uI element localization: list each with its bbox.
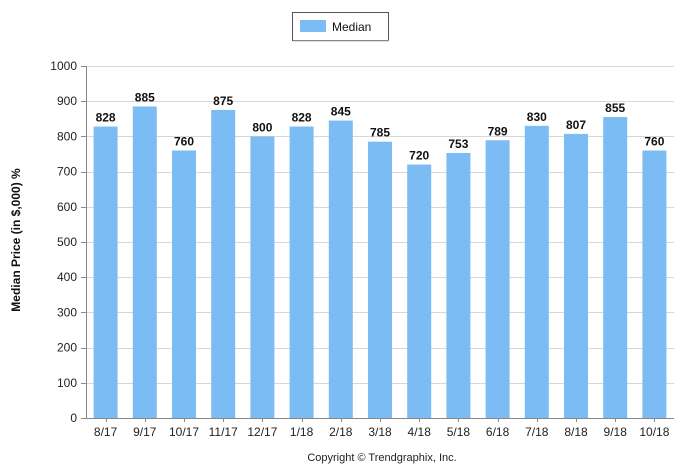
bar-value-label: 875 bbox=[213, 94, 233, 108]
bar[interactable] bbox=[368, 141, 392, 418]
bar[interactable] bbox=[446, 152, 471, 418]
x-tick-label: 7/18 bbox=[525, 425, 549, 439]
bar-value-label: 845 bbox=[331, 105, 351, 119]
y-tick-label: 900 bbox=[57, 94, 77, 108]
y-tick-label: 100 bbox=[57, 376, 77, 390]
y-tick-label: 300 bbox=[57, 305, 77, 319]
bar-value-label: 885 bbox=[135, 90, 155, 104]
x-tick-label: 11/17 bbox=[209, 425, 238, 439]
bar-value-label: 800 bbox=[252, 120, 272, 134]
bar[interactable] bbox=[132, 106, 157, 418]
legend-swatch bbox=[300, 20, 326, 32]
x-tick-label: 8/17 bbox=[94, 425, 118, 439]
bar-value-label: 830 bbox=[527, 110, 547, 124]
legend[interactable]: Median bbox=[292, 12, 390, 42]
bar-value-label: 760 bbox=[644, 134, 664, 148]
bar[interactable] bbox=[250, 136, 275, 418]
legend-label: Median bbox=[332, 20, 371, 34]
bar-value-label: 807 bbox=[566, 118, 586, 132]
y-tick-label: 1000 bbox=[50, 59, 77, 73]
y-tick-label: 0 bbox=[70, 411, 77, 425]
x-tick-label: 2/18 bbox=[329, 425, 353, 439]
bar[interactable] bbox=[93, 126, 118, 418]
axes bbox=[81, 66, 674, 422]
x-tick-label: 8/18 bbox=[564, 425, 588, 439]
copyright-text: Copyright © Trendgraphix, Inc. bbox=[307, 452, 456, 464]
bar-value-labels: 828 885 760 875 800 828 845 785 720 753 789 830 807 8… bbox=[96, 90, 665, 162]
bar-value-label: 855 bbox=[605, 101, 625, 115]
y-tick-label: 500 bbox=[57, 235, 77, 249]
y-tick-label: 400 bbox=[57, 270, 77, 284]
y-axis-title: Median Price (in $,000) % bbox=[9, 168, 23, 312]
x-tick-label: 12/17 bbox=[247, 425, 277, 439]
y-tick-label: 700 bbox=[57, 165, 77, 179]
bar[interactable] bbox=[524, 125, 549, 418]
bar[interactable] bbox=[328, 120, 353, 418]
x-tick-label: 4/18 bbox=[408, 425, 432, 439]
x-tick-label: 6/18 bbox=[486, 425, 510, 439]
bar-value-label: 828 bbox=[292, 111, 312, 125]
bar-value-label: 828 bbox=[96, 111, 116, 125]
y-axis-tick-labels: 0 100 200 300 400 500 600 700 800 900 1000 bbox=[50, 59, 77, 425]
x-tick-label: 10/18 bbox=[639, 425, 669, 439]
bar-value-label: 720 bbox=[409, 149, 429, 163]
x-tick-label: 9/18 bbox=[604, 425, 628, 439]
bar[interactable] bbox=[211, 110, 236, 418]
bar-value-label: 753 bbox=[448, 137, 468, 151]
x-tick-label: 9/17 bbox=[133, 425, 157, 439]
y-tick-label: 600 bbox=[57, 200, 77, 214]
bar[interactable] bbox=[564, 133, 588, 418]
bars bbox=[93, 106, 667, 419]
bar[interactable] bbox=[407, 164, 432, 418]
x-tick-label: 3/18 bbox=[368, 425, 392, 439]
x-tick-label: 5/18 bbox=[447, 425, 471, 439]
bar[interactable] bbox=[172, 150, 196, 419]
x-tick-label: 10/17 bbox=[169, 425, 199, 439]
bar[interactable] bbox=[485, 140, 510, 418]
y-tick-label: 200 bbox=[57, 341, 77, 355]
x-axis-tick-labels: 8/17 9/17 10/17 11/17 12/17 1/18 2/18 3/18 4/18 5… bbox=[94, 425, 670, 439]
bar[interactable] bbox=[642, 150, 667, 419]
bar-value-label: 789 bbox=[488, 124, 508, 138]
bar-value-label: 785 bbox=[370, 126, 390, 140]
bar[interactable] bbox=[289, 126, 314, 418]
x-tick-label: 1/18 bbox=[290, 425, 314, 439]
bar-value-label: 760 bbox=[174, 134, 194, 148]
bar[interactable] bbox=[603, 117, 628, 418]
y-tick-label: 800 bbox=[57, 129, 77, 143]
